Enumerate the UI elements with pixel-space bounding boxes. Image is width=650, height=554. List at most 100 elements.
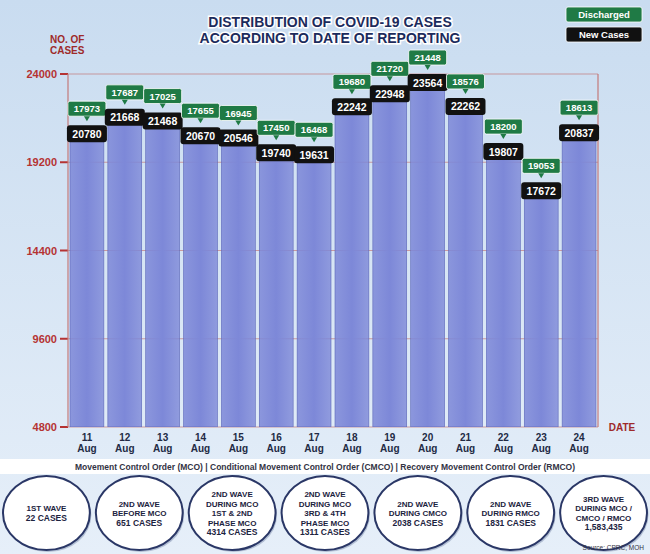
new-cases-label: 22262 [451,100,480,112]
new-cases-label: 22242 [337,101,366,113]
new-cases-label-box [181,127,221,144]
new-cases-label-box [483,143,523,160]
bar [146,121,180,427]
discharged-label-pointer [425,65,431,70]
chart: DISTRIBUTION OF COVID-19 CASESACCORDING … [0,0,650,554]
discharged-label: 16468 [301,124,327,135]
discharged-label: 21448 [414,52,440,63]
y-tick-label: 24000 [26,68,57,80]
wave-label: 3RD WAVEDURING MCO /CMCO / RMCO [575,495,633,523]
x-tick-line: Aug [569,443,588,454]
discharged-label: 19680 [339,76,365,87]
wave-cases: 4314 CASES [207,527,258,537]
wave-label-line: 2ND WAVE [212,490,254,499]
bar [297,154,331,427]
new-cases-label-box [143,113,183,130]
discharged-label-box [333,74,371,89]
discharged-label-pointer [500,134,506,139]
discharged-label-pointer [235,121,241,126]
bars [70,82,596,427]
new-cases-label: 20780 [72,128,101,140]
wave-cases: 1,583,435 [585,522,623,532]
x-tick-line: 20 [422,432,434,443]
discharged-label-pointer [463,89,469,94]
x-tick-line: 13 [157,432,169,443]
discharged-label-pointer [311,137,317,142]
new-cases-label-box [446,98,486,115]
y-tick-label: 14400 [26,245,57,257]
x-tick-line: Aug [229,443,248,454]
new-cases-label: 19740 [262,147,291,159]
wave-circle [467,476,554,550]
wave-circle [3,476,90,550]
discharged-label: 18613 [566,102,592,113]
data-labels: 2078017973216681768721468170252067017655… [67,50,599,199]
y-tick [60,250,68,252]
x-tick-line: 17 [309,432,321,443]
wave-label-line: 2ND WAVE [304,490,346,499]
discharged-label-box [484,119,522,134]
new-cases-label: 17672 [527,185,556,197]
x-tick-line: 11 [82,432,93,443]
x-tick-label: 13Aug [153,432,172,454]
bar [411,82,445,427]
x-tick-label: 17Aug [304,432,323,454]
x-tick-line: Aug [266,443,285,454]
discharged-label-box [409,50,447,65]
discharged-label-box [182,103,220,118]
new-cases-label-box [294,146,334,163]
discharged-label-pointer [273,135,279,140]
wave-cases: 1311 CASES [300,527,350,537]
title-line: ACCORDING TO DATE OF REPORTING [200,30,461,46]
new-cases-label-box [370,85,410,102]
discharged-label-box [144,89,182,104]
title: DISTRIBUTION OF COVID-19 CASESACCORDING … [200,14,461,46]
x-tick-line: Aug [342,443,361,454]
discharged-label-box [257,120,295,135]
x-tick-line: 18 [346,432,358,443]
footer-text: Movement Control Order (MCO) | Condition… [75,462,575,472]
wave-label-line: 3RD WAVE [583,495,625,504]
new-cases-label-box [559,124,599,141]
x-tick-line: Aug [418,443,437,454]
wave-label-line: DURING MCO / [575,504,633,513]
discharged-label: 19053 [528,160,554,171]
source: Source: CPRC, MOH [583,544,645,551]
wave-label: 2ND WAVEBEFORE MCO [112,500,166,519]
y-tick [60,73,68,75]
y-tick [60,161,68,163]
wave-label-line: DURING MCO [206,500,258,509]
x-tick-line: 19 [384,432,396,443]
new-cases-label-box [408,74,448,91]
x-tick-line: Aug [494,443,513,454]
wave-label-line: DURING MCO [299,500,351,509]
new-cases-label-box [218,130,258,147]
wave-label: 2ND WAVEDURING MCO3RD & 4THPHASE MCO [299,490,351,528]
x-tick-line: Aug [191,443,210,454]
x-tick-line: Aug [77,443,96,454]
discharged-label-box [560,100,598,115]
x-tick-line: 12 [119,432,131,443]
discharged-label: 17687 [112,87,138,98]
x-tick-line: 14 [195,432,207,443]
wave-circle [282,476,369,550]
new-cases-label: 21468 [148,115,177,127]
x-tick-line: 16 [271,432,283,443]
bar [373,93,407,427]
y-axis-label: NO. OFCASES [50,34,85,56]
discharged-label: 17973 [74,103,100,114]
discharged-label: 18576 [452,76,478,87]
wave-cases: 1831 CASES [485,518,536,528]
wave-label: 2ND WAVEDURING RMCO [482,500,540,519]
wave-circle [374,476,461,550]
bar [108,117,142,427]
discharged-label-pointer [198,118,204,123]
footer-band [0,459,650,474]
wave-cases: 22 CASES [26,513,67,523]
discharged-label-box [447,74,485,89]
new-cases-label-box [105,109,145,126]
bar [524,190,558,427]
legend-entry: New Cases [579,29,629,40]
discharged-label-pointer [576,115,582,120]
y-tick-label: 4800 [33,421,57,433]
